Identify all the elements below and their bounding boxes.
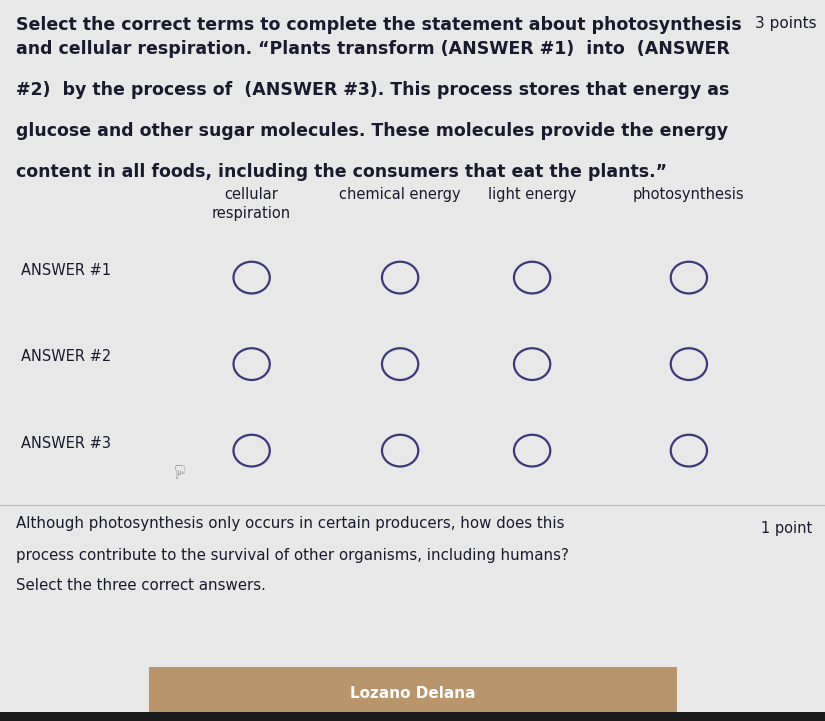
Text: 1 point: 1 point: [761, 521, 813, 536]
Text: and cellular respiration. “Plants transform (ANSWER #1)  into  (ANSWER: and cellular respiration. “Plants transf…: [16, 40, 730, 58]
Text: cellular
respiration: cellular respiration: [212, 187, 291, 221]
Text: ANSWER #3: ANSWER #3: [21, 436, 111, 451]
FancyBboxPatch shape: [148, 667, 676, 721]
Text: content in all foods, including the consumers that eat the plants.”: content in all foods, including the cons…: [16, 163, 667, 181]
Text: ☝: ☝: [172, 459, 183, 478]
Text: process contribute to the survival of other organisms, including humans?: process contribute to the survival of ot…: [16, 548, 569, 563]
Text: Although photosynthesis only occurs in certain producers, how does this: Although photosynthesis only occurs in c…: [16, 516, 565, 531]
Text: photosynthesis: photosynthesis: [633, 187, 745, 203]
FancyBboxPatch shape: [0, 712, 825, 721]
Text: Select the correct terms to complete the statement about photosynthesis: Select the correct terms to complete the…: [16, 16, 742, 34]
Text: #2)  by the process of  (ANSWER #3). This process stores that energy as: #2) by the process of (ANSWER #3). This …: [16, 81, 730, 99]
Text: light energy: light energy: [488, 187, 577, 203]
Text: ANSWER #2: ANSWER #2: [21, 350, 111, 364]
Text: Lozano Delana: Lozano Delana: [350, 686, 475, 701]
Text: glucose and other sugar molecules. These molecules provide the energy: glucose and other sugar molecules. These…: [16, 122, 728, 140]
Text: Select the three correct answers.: Select the three correct answers.: [16, 578, 266, 593]
Text: 3 points: 3 points: [755, 16, 817, 31]
Text: chemical energy: chemical energy: [339, 187, 461, 203]
Text: ANSWER #1: ANSWER #1: [21, 263, 111, 278]
